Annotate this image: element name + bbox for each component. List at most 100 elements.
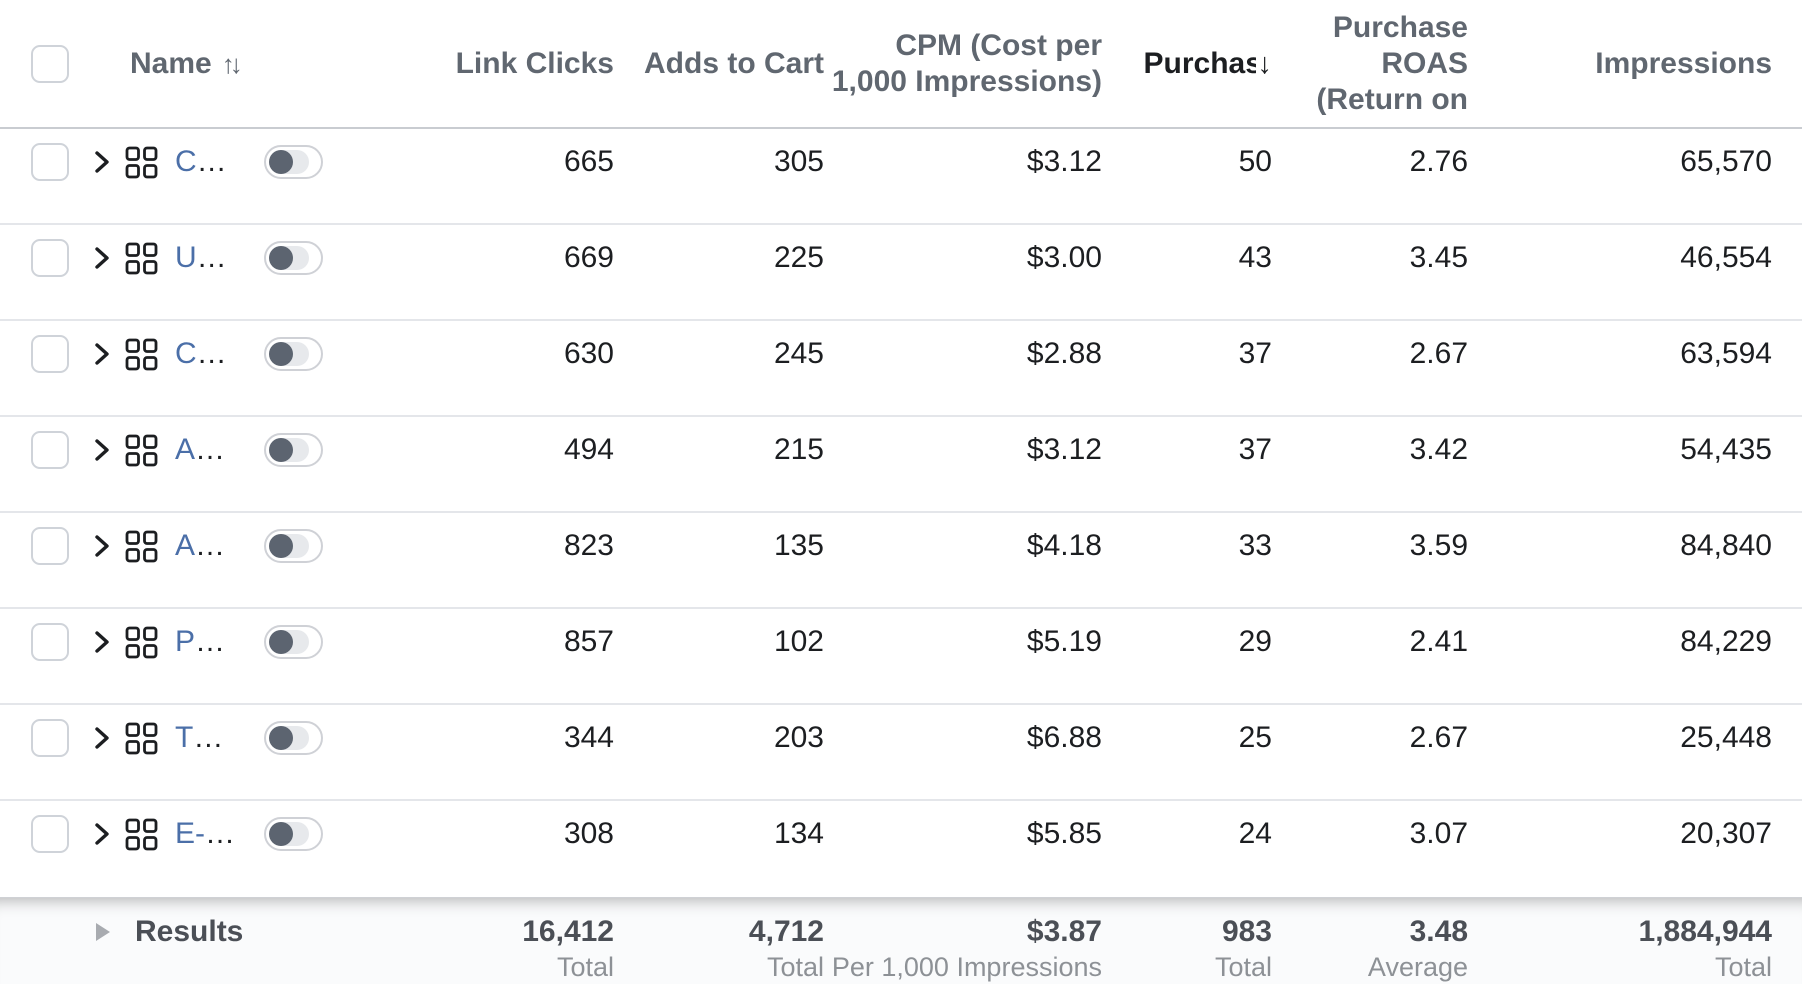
results-expand-icon[interactable] bbox=[96, 923, 110, 941]
column-header-purchase-roas[interactable]: Purchase ROAS (Return on bbox=[1316, 10, 1468, 116]
expand-chevron-icon[interactable] bbox=[92, 725, 112, 751]
impressions-value: 65,570 bbox=[1680, 145, 1772, 178]
purchase-roas-value: 3.45 bbox=[1409, 241, 1468, 274]
row-name-cell: C… bbox=[92, 142, 342, 182]
ad-grid-icon bbox=[125, 146, 158, 179]
name-truncation-ellipsis: … bbox=[195, 625, 226, 658]
row-checkbox[interactable] bbox=[31, 239, 69, 277]
adds-to-cart-value: 225 bbox=[773, 241, 824, 274]
row-name-link[interactable]: E- bbox=[175, 817, 205, 850]
results-impressions-value: 1,884,944 bbox=[1638, 915, 1772, 948]
row-name-link[interactable]: P bbox=[175, 625, 196, 658]
column-header-adds-to-cart[interactable]: Adds to Cart bbox=[644, 46, 824, 80]
impressions-value: 84,840 bbox=[1680, 529, 1772, 562]
link-clicks-value: 344 bbox=[563, 721, 614, 754]
toggle-knob bbox=[269, 246, 294, 270]
toggle-knob bbox=[269, 534, 294, 558]
ad-grid-icon bbox=[125, 626, 158, 659]
ad-grid-icon bbox=[125, 530, 158, 563]
table-row: T… 344 203 $6.88 25 2.67 25,448 bbox=[0, 705, 1802, 801]
row-name-cell: U… bbox=[92, 238, 342, 278]
link-clicks-value: 308 bbox=[563, 817, 614, 850]
row-checkbox[interactable] bbox=[31, 143, 69, 181]
results-adds-to-cart-value: 4,712 bbox=[748, 915, 824, 948]
purchases-value: 29 bbox=[1238, 625, 1272, 658]
purchases-value: 24 bbox=[1238, 817, 1272, 850]
expand-chevron-icon[interactable] bbox=[92, 629, 112, 655]
expand-chevron-icon[interactable] bbox=[92, 149, 112, 175]
row-select-cell bbox=[0, 430, 92, 470]
name-truncation-ellipsis: … bbox=[205, 817, 235, 850]
toggle-knob bbox=[269, 822, 294, 846]
results-link-clicks-value: 16,412 bbox=[522, 915, 614, 948]
name-truncation-ellipsis: … bbox=[196, 145, 227, 178]
column-header-name[interactable]: Name ↑↓ bbox=[130, 46, 243, 82]
row-checkbox[interactable] bbox=[31, 431, 69, 469]
expand-chevron-icon[interactable] bbox=[92, 341, 112, 367]
expand-chevron-icon[interactable] bbox=[92, 533, 112, 559]
table-header-row: Name ↑↓ Link Clicks Adds to Cart CPM (Cos… bbox=[0, 0, 1802, 129]
results-purchase-roas-sub: Average bbox=[1367, 952, 1468, 982]
ad-grid-icon bbox=[125, 722, 158, 755]
row-name-link[interactable]: U bbox=[175, 241, 197, 274]
purchases-value: 37 bbox=[1238, 433, 1272, 466]
expand-chevron-icon[interactable] bbox=[92, 245, 112, 271]
row-select-cell bbox=[0, 142, 92, 182]
row-name-cell: E-… bbox=[92, 814, 342, 854]
row-name-link[interactable]: C bbox=[175, 145, 197, 178]
column-header-cpm[interactable]: CPM (Cost per 1,000 Impressions) bbox=[831, 28, 1102, 98]
header-select-cell bbox=[0, 0, 92, 127]
status-toggle[interactable] bbox=[264, 721, 323, 755]
row-name-link[interactable]: A bbox=[175, 529, 196, 562]
link-clicks-value: 630 bbox=[563, 337, 614, 370]
status-toggle[interactable] bbox=[264, 433, 323, 467]
expand-chevron-icon[interactable] bbox=[92, 437, 112, 463]
status-toggle[interactable] bbox=[264, 529, 323, 563]
cpm-value: $2.88 bbox=[1026, 337, 1102, 370]
status-toggle[interactable] bbox=[264, 817, 323, 851]
sort-arrows-icon: ↑↓ bbox=[221, 48, 243, 79]
row-checkbox[interactable] bbox=[31, 623, 69, 661]
purchase-roas-value: 3.59 bbox=[1409, 529, 1468, 562]
row-name-link[interactable]: C bbox=[175, 337, 197, 370]
adds-to-cart-value: 203 bbox=[773, 721, 824, 754]
status-toggle[interactable] bbox=[264, 241, 323, 275]
header-link-clicks-cell: Link Clicks bbox=[342, 0, 614, 127]
row-name-cell: C… bbox=[92, 334, 342, 374]
toggle-knob bbox=[269, 630, 294, 654]
select-all-checkbox[interactable] bbox=[31, 44, 69, 83]
impressions-value: 54,435 bbox=[1680, 433, 1772, 466]
name-column-label: Name bbox=[130, 46, 212, 80]
row-name: A… bbox=[175, 529, 264, 563]
column-header-purchases[interactable]: Purchases↓ bbox=[1144, 46, 1273, 82]
header-cpm-cell: CPM (Cost per 1,000 Impressions) bbox=[824, 0, 1102, 127]
column-header-link-clicks[interactable]: Link Clicks bbox=[455, 46, 614, 80]
row-select-cell bbox=[0, 526, 92, 566]
column-header-impressions[interactable]: Impressions bbox=[1595, 46, 1772, 80]
status-toggle[interactable] bbox=[264, 337, 323, 371]
adds-to-cart-value: 245 bbox=[773, 337, 824, 370]
results-label: Results bbox=[135, 915, 244, 948]
cpm-value: $3.12 bbox=[1026, 433, 1102, 466]
status-toggle[interactable] bbox=[264, 145, 323, 179]
status-toggle[interactable] bbox=[264, 625, 323, 659]
link-clicks-value: 857 bbox=[563, 625, 614, 658]
row-name-link[interactable]: T bbox=[175, 721, 194, 754]
row-checkbox[interactable] bbox=[31, 527, 69, 565]
cpm-value: $5.19 bbox=[1026, 625, 1102, 658]
row-name: A… bbox=[175, 433, 264, 467]
name-truncation-ellipsis: … bbox=[195, 529, 226, 562]
purchases-value: 25 bbox=[1238, 721, 1272, 754]
results-purchases: 983 Total bbox=[1102, 912, 1272, 983]
expand-chevron-icon[interactable] bbox=[92, 821, 112, 847]
row-name-link[interactable]: A bbox=[175, 433, 196, 466]
purchases-column-label: Purchases bbox=[1143, 46, 1256, 80]
row-checkbox[interactable] bbox=[31, 719, 69, 757]
row-checkbox[interactable] bbox=[31, 335, 69, 373]
row-checkbox[interactable] bbox=[31, 815, 69, 853]
row-name: P… bbox=[175, 625, 264, 659]
name-truncation-ellipsis: … bbox=[195, 433, 226, 466]
toggle-knob bbox=[269, 438, 294, 462]
table-row: A… 494 215 $3.12 37 3.42 54,435 bbox=[0, 417, 1802, 513]
row-name-cell: A… bbox=[92, 526, 342, 566]
